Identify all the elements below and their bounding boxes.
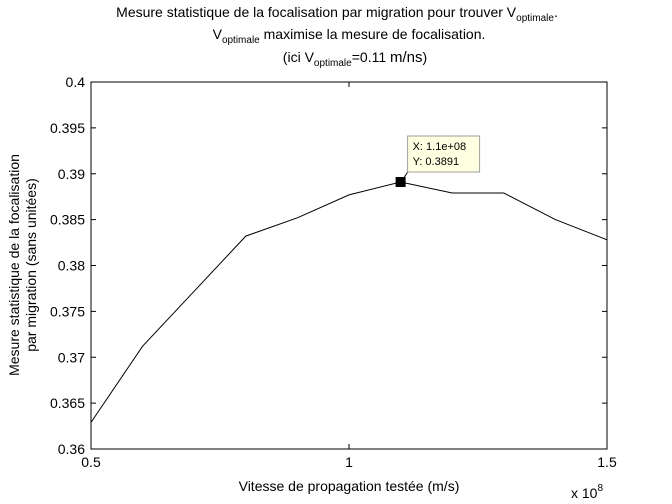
y-tick-label: 0.4 <box>66 74 86 90</box>
y-tick-label: 0.37 <box>58 349 85 365</box>
y-tick-label: 0.365 <box>50 395 85 411</box>
y-tick-label: 0.36 <box>58 441 85 457</box>
axis-ticks <box>90 81 608 450</box>
data-tip-x-label: X: 1.1e+08 <box>413 141 467 153</box>
x-tick-label: 1.5 <box>597 454 617 470</box>
x-tick-label: 0.5 <box>81 454 101 470</box>
x-tick-label: 1 <box>345 454 353 470</box>
series-line <box>90 181 608 423</box>
data-tip-box <box>407 135 481 173</box>
y-tick-label: 0.39 <box>58 166 85 182</box>
plot-area-frame <box>90 81 608 450</box>
x-axis-multiplier: x 108 <box>571 483 603 501</box>
y-tick-label: 0.395 <box>50 120 85 136</box>
y-axis-label-line-2: par migration (sans unitées) <box>23 178 39 352</box>
y-tick-label: 0.38 <box>58 258 85 274</box>
data-tip-marker <box>395 177 406 188</box>
data-tip-y-label: Y: 0.3891 <box>413 156 460 168</box>
title-line-1: Mesure statistique de la focalisation pa… <box>116 4 558 24</box>
axis-tick-labels: 0.5 1 1.5 0.36 0.365 0.37 0.375 0.38 0.385 0.39 0.… <box>50 74 617 470</box>
chart-title: Mesure statistique de la focalisation pa… <box>116 4 558 69</box>
series-group <box>90 181 608 423</box>
x-axis-label: Vitesse de propagation testée (m/s) <box>239 478 460 494</box>
y-tick-label: 0.375 <box>50 303 85 319</box>
y-axis-label-line-1: Mesure statistique de la focalisation <box>6 154 22 376</box>
y-tick-label: 0.385 <box>50 212 85 228</box>
title-line-3: (ici Voptimale=0.11 m/ns) <box>283 49 427 69</box>
data-tip: X: 1.1e+08 Y: 0.3891 <box>395 135 481 188</box>
title-line-2: Voptimale maximise la mesure de focalisa… <box>213 26 486 46</box>
